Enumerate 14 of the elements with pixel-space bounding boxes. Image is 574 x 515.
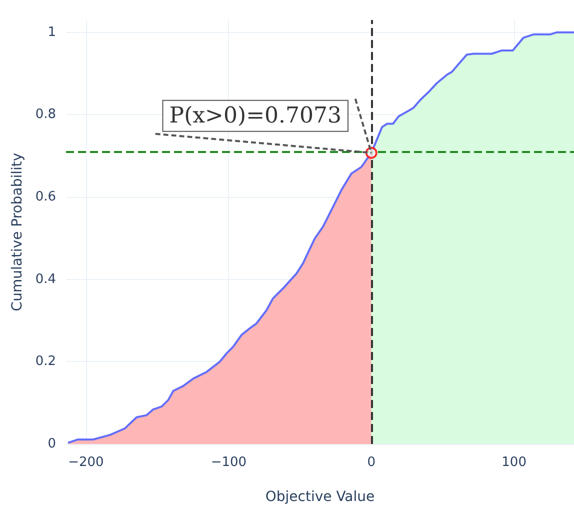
y-tick-label: 0.8: [35, 107, 56, 122]
y-tick-label: 0: [48, 436, 56, 452]
x-tick-label: −100: [210, 455, 247, 470]
x-tick-label: 0: [367, 455, 376, 470]
y-tick-label: 0.4: [35, 272, 56, 287]
line-series: [67, 31, 574, 444]
y-tick-label: 0.2: [35, 354, 56, 370]
x-axis-title: Objective Value: [265, 489, 375, 505]
y-tick-label: 1: [48, 24, 56, 40]
y-axis-title: Cumulative Probability: [9, 152, 26, 312]
annotation: P(x>0)=0.7073: [169, 103, 342, 128]
x-tick-label: −200: [68, 455, 104, 470]
y-tick-label: 0.6: [35, 190, 56, 205]
x-tick-label: 100: [502, 455, 526, 470]
